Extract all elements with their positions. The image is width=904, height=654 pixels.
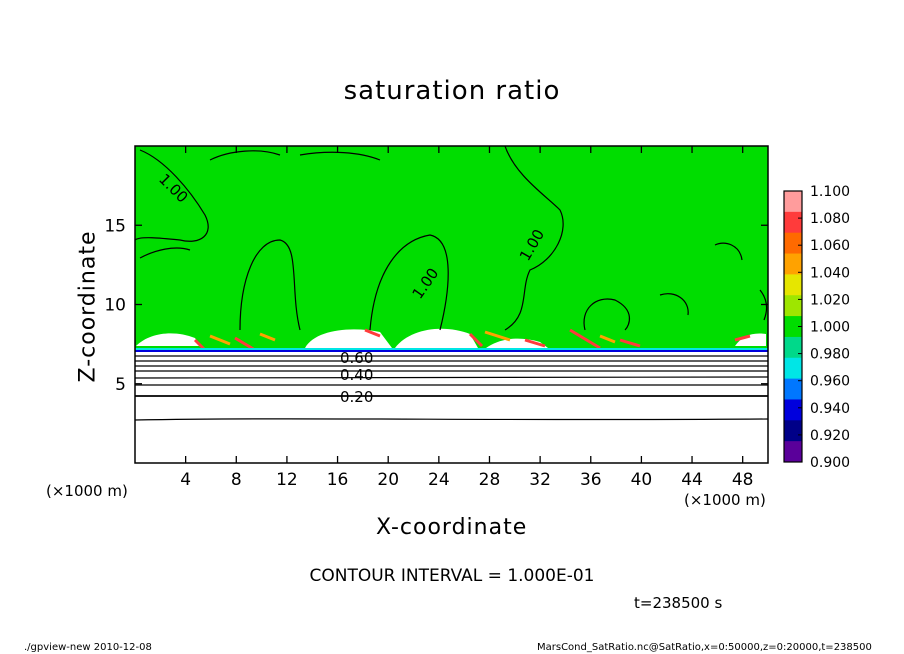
- colorbar-swatch: [784, 295, 802, 317]
- contour-lines-upper: [135, 146, 768, 331]
- x-tick-label: 20: [377, 470, 399, 490]
- x-unit-label: (×1000 m): [684, 491, 766, 509]
- colorbar-label: 1.060: [810, 238, 850, 254]
- contour-label: 0.60: [340, 349, 373, 367]
- white-cloud-patches: [136, 328, 766, 348]
- x-tick-label: 16: [327, 470, 349, 490]
- footer-right: MarsCond_SatRatio.nc@SatRatio,x=0:50000,…: [537, 642, 872, 653]
- y-axis-title: Z-coordinate: [75, 230, 101, 383]
- colorbar-label: 0.920: [810, 428, 850, 444]
- contour-label: 0.20: [340, 388, 373, 406]
- colorbar-label: 1.080: [810, 211, 850, 227]
- colorbar-swatch: [784, 316, 802, 338]
- plot-area: [135, 146, 768, 463]
- chart-title: saturation ratio: [343, 76, 561, 106]
- colorbar-swatch: [784, 253, 802, 275]
- contour-label: 0.40: [340, 366, 373, 384]
- colorbar-label: 0.980: [810, 347, 850, 363]
- footer-left: ./gpview-new 2010-12-08: [24, 642, 152, 653]
- colorbar-swatch: [784, 378, 802, 400]
- time-label: t=238500 s: [634, 594, 723, 612]
- colorbar-swatch: [784, 191, 802, 213]
- colorbar-swatch: [784, 274, 802, 296]
- y-ticks: 5 10 15: [104, 216, 768, 395]
- x-tick-label: 4: [180, 470, 191, 490]
- colorbar: 1.100 1.080 1.060 1.040 1.020 1.000 0.980 0.960…: [783, 184, 850, 471]
- x-ticks: 4 8 12 16 20 24 28 32 36 40 44 48: [180, 146, 754, 490]
- y-tick-label: 10: [104, 296, 126, 316]
- z-unit-label: (×1000 m): [46, 482, 128, 500]
- dry-region: [135, 352, 768, 463]
- colorbar-label: 1.020: [810, 292, 850, 308]
- x-tick-label: 28: [479, 470, 501, 490]
- supersaturation-edge: [193, 328, 751, 352]
- saturated-region: [135, 146, 768, 330]
- colorbar-swatch: [784, 211, 802, 234]
- x-tick-label: 40: [631, 470, 653, 490]
- supersaturation-yellow: [209, 330, 616, 346]
- x-tick-label: 32: [529, 470, 551, 490]
- colorbar-swatch: [784, 357, 802, 380]
- x-tick-label: 12: [276, 470, 298, 490]
- colorbar-label: 0.900: [810, 455, 850, 471]
- colorbar-swatch: [784, 232, 802, 255]
- y-tick-label: 5: [115, 375, 126, 395]
- x-tick-label: 48: [732, 470, 754, 490]
- colorbar-swatch: [784, 420, 802, 442]
- colorbar-label: 1.100: [810, 184, 850, 200]
- x-tick-label: 36: [580, 470, 602, 490]
- contour-lines-lower: [135, 355, 768, 421]
- colorbar-label: 0.940: [810, 401, 850, 417]
- x-axis-title: X-coordinate: [376, 515, 528, 540]
- x-tick-label: 44: [681, 470, 703, 490]
- colorbar-swatch: [784, 399, 802, 421]
- colorbar-swatch: [784, 441, 802, 463]
- colorbar-label: 0.960: [810, 374, 850, 390]
- contour-interval-label: CONTOUR INTERVAL = 1.000E-01: [309, 566, 595, 586]
- x-tick-label: 8: [231, 470, 242, 490]
- colorbar-label: 1.000: [810, 320, 850, 336]
- x-tick-label: 24: [428, 470, 450, 490]
- colorbar-label: 1.040: [810, 265, 850, 281]
- colorbar-swatch: [784, 336, 802, 359]
- y-tick-label: 15: [104, 216, 126, 236]
